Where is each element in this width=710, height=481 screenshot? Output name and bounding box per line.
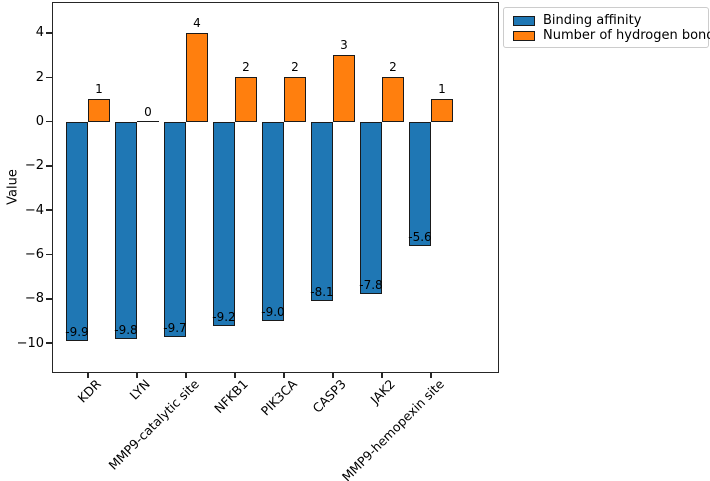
bar-value-label-binding-affinity: -9.7: [163, 320, 187, 335]
x-tick-label: KDR: [74, 376, 104, 406]
bar-hydrogen-bonds: [186, 32, 208, 122]
bar-hydrogen-bonds: [333, 55, 355, 122]
y-tick-mark: [45, 209, 52, 211]
x-tick-mark: [136, 373, 138, 378]
bar-binding-affinity: [262, 121, 284, 322]
bar-hydrogen-bonds: [235, 77, 257, 122]
y-tick-label: −4: [24, 202, 44, 218]
legend-label-binding-affinity: Binding affinity: [543, 13, 642, 28]
bar-binding-affinity: [115, 121, 137, 339]
legend-item-hydrogen-bonds: Number of hydrogen bonds: [513, 28, 710, 43]
y-tick-mark: [45, 32, 52, 34]
legend: Binding affinity Number of hydrogen bond…: [503, 7, 710, 48]
x-tick-mark: [332, 373, 334, 378]
y-axis-label: Value: [5, 169, 21, 205]
bar-value-label-hydrogen-bonds: 2: [242, 60, 250, 75]
y-tick-label: −8: [24, 291, 44, 307]
y-tick-mark: [45, 298, 52, 300]
bar-binding-affinity: [409, 121, 431, 246]
bar-value-label-binding-affinity: -9.0: [261, 305, 285, 320]
y-tick-mark: [45, 76, 52, 78]
y-tick-mark: [45, 342, 52, 344]
legend-swatch-blue-icon: [513, 15, 535, 26]
legend-label-hydrogen-bonds: Number of hydrogen bonds: [543, 28, 710, 43]
bar-value-label-hydrogen-bonds: 2: [291, 60, 299, 75]
bar-value-label-binding-affinity: -9.2: [212, 309, 236, 324]
bar-binding-affinity: [360, 121, 382, 295]
bar-value-label-binding-affinity: -7.8: [359, 278, 383, 293]
bar-value-label-binding-affinity: -8.1: [310, 285, 334, 300]
bar-binding-affinity: [164, 121, 186, 337]
y-tick-label: −6: [24, 247, 44, 263]
y-tick-label: −2: [24, 158, 44, 174]
bar-value-label-hydrogen-bonds: 1: [95, 82, 103, 97]
bar-binding-affinity: [66, 121, 88, 342]
bar-value-label-binding-affinity: -9.9: [65, 325, 89, 340]
legend-item-binding-affinity: Binding affinity: [513, 13, 700, 28]
x-tick-mark: [185, 373, 187, 378]
x-tick-mark: [430, 373, 432, 378]
y-tick-label: 0: [35, 114, 44, 130]
bar-hydrogen-bonds: [284, 77, 306, 122]
y-tick-mark: [45, 120, 52, 123]
bar-value-label-hydrogen-bonds: 2: [389, 60, 397, 75]
x-tick-mark: [234, 373, 236, 378]
bar-hydrogen-bonds: [88, 99, 110, 122]
x-tick-mark: [283, 373, 285, 378]
y-tick-mark: [45, 253, 52, 256]
bar-value-label-hydrogen-bonds: 1: [438, 82, 446, 97]
bar-hydrogen-bonds-zero: [137, 120, 159, 123]
y-tick-mark: [45, 165, 52, 167]
bar-hydrogen-bonds: [382, 77, 404, 122]
y-tick-label: −10: [16, 335, 44, 351]
x-tick-mark: [381, 373, 383, 378]
bar-binding-affinity: [213, 121, 235, 326]
bar-value-label-hydrogen-bonds: 4: [193, 15, 201, 30]
y-tick-label: 4: [35, 25, 44, 41]
bar-binding-affinity: [311, 121, 333, 302]
legend-swatch-orange-icon: [513, 30, 535, 41]
bar-value-label-hydrogen-bonds: 3: [340, 38, 348, 53]
bar-value-label-hydrogen-bonds: 0: [144, 104, 152, 119]
x-tick-mark: [87, 373, 89, 378]
y-tick-label: 2: [35, 69, 44, 85]
bar-hydrogen-bonds: [431, 99, 453, 122]
bar-value-label-binding-affinity: -9.8: [114, 322, 138, 337]
bar-value-label-binding-affinity: -5.6: [408, 229, 432, 244]
